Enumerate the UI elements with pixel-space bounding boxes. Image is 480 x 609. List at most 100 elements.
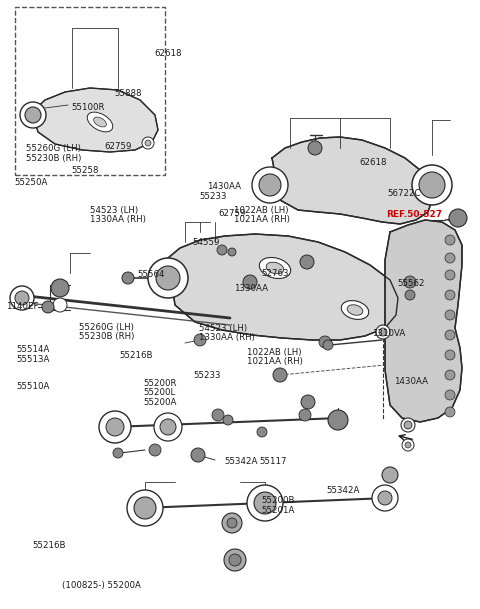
Circle shape (142, 137, 154, 149)
Circle shape (25, 107, 41, 123)
Circle shape (445, 390, 455, 400)
Circle shape (228, 248, 236, 256)
Circle shape (319, 336, 331, 348)
Text: 1430AA: 1430AA (394, 377, 428, 385)
Text: 55200A: 55200A (143, 398, 177, 407)
Text: 1022AB (LH): 1022AB (LH) (234, 206, 288, 214)
FancyBboxPatch shape (15, 7, 165, 175)
Text: 55250A: 55250A (14, 178, 48, 186)
Text: 55258: 55258 (71, 166, 98, 175)
Circle shape (402, 439, 414, 451)
Text: 55230B (RH): 55230B (RH) (79, 333, 134, 341)
Circle shape (299, 409, 311, 421)
Circle shape (122, 272, 134, 284)
Circle shape (401, 418, 415, 432)
Text: 1330AA: 1330AA (234, 284, 268, 293)
Circle shape (191, 448, 205, 462)
Circle shape (449, 209, 467, 227)
Text: 54559: 54559 (192, 238, 219, 247)
Circle shape (194, 334, 206, 346)
Circle shape (405, 442, 411, 448)
Polygon shape (32, 88, 158, 152)
Text: 62759: 62759 (218, 209, 246, 217)
Circle shape (247, 485, 283, 521)
Circle shape (419, 172, 445, 198)
Circle shape (154, 413, 182, 441)
Polygon shape (272, 137, 432, 224)
Text: 1021AA (RH): 1021AA (RH) (247, 357, 303, 366)
Circle shape (127, 490, 163, 526)
Text: 55230B (RH): 55230B (RH) (26, 154, 82, 163)
Circle shape (445, 290, 455, 300)
Ellipse shape (87, 112, 113, 132)
Text: 55233: 55233 (193, 371, 220, 380)
Circle shape (212, 409, 224, 421)
Circle shape (376, 325, 390, 339)
Text: 55562: 55562 (397, 279, 425, 287)
Polygon shape (385, 220, 462, 422)
Circle shape (99, 411, 131, 443)
Text: 55888: 55888 (114, 89, 142, 97)
Text: 62759: 62759 (105, 143, 132, 151)
Text: 55510A: 55510A (17, 382, 50, 390)
Text: 55260G (LH): 55260G (LH) (79, 323, 134, 331)
Circle shape (404, 276, 416, 288)
Circle shape (372, 485, 398, 511)
Text: 1022AB (LH): 1022AB (LH) (247, 348, 302, 356)
Circle shape (300, 255, 314, 269)
Circle shape (301, 395, 315, 409)
Circle shape (113, 448, 123, 458)
Circle shape (51, 279, 69, 297)
Circle shape (53, 298, 67, 312)
Circle shape (445, 235, 455, 245)
Circle shape (222, 513, 242, 533)
Circle shape (382, 467, 398, 483)
Circle shape (156, 266, 180, 290)
Circle shape (134, 497, 156, 519)
Ellipse shape (341, 301, 369, 319)
Circle shape (445, 350, 455, 360)
Circle shape (160, 419, 176, 435)
Text: 1330AA (RH): 1330AA (RH) (199, 334, 255, 342)
Circle shape (412, 165, 452, 205)
Circle shape (379, 328, 387, 336)
Text: 1310VA: 1310VA (372, 329, 405, 337)
Text: 55100R: 55100R (71, 103, 105, 111)
Text: 1140EF: 1140EF (6, 302, 38, 311)
Text: 1330AA (RH): 1330AA (RH) (90, 216, 146, 224)
Text: 55342A: 55342A (225, 457, 258, 465)
Text: 62618: 62618 (155, 49, 182, 58)
Text: 55564: 55564 (138, 270, 165, 279)
Circle shape (223, 415, 233, 425)
Circle shape (445, 310, 455, 320)
Circle shape (323, 340, 333, 350)
Circle shape (257, 427, 267, 437)
Circle shape (229, 554, 241, 566)
Circle shape (217, 245, 227, 255)
Circle shape (106, 418, 124, 436)
Ellipse shape (266, 262, 284, 274)
Circle shape (15, 291, 29, 305)
Circle shape (145, 140, 151, 146)
Text: 55513A: 55513A (17, 355, 50, 364)
Circle shape (243, 275, 257, 289)
Ellipse shape (347, 304, 363, 315)
Text: 55201A: 55201A (262, 506, 295, 515)
Text: 56722C: 56722C (388, 189, 421, 198)
Text: 55200B: 55200B (262, 496, 295, 505)
Circle shape (224, 549, 246, 571)
Text: 55216B: 55216B (33, 541, 66, 549)
Circle shape (308, 141, 322, 155)
Text: 1021AA (RH): 1021AA (RH) (234, 216, 289, 224)
Text: 62618: 62618 (359, 158, 386, 167)
Text: 55342A: 55342A (326, 487, 360, 495)
Circle shape (10, 286, 34, 310)
Polygon shape (168, 234, 398, 340)
Circle shape (20, 102, 46, 128)
Circle shape (445, 330, 455, 340)
Text: 1430AA: 1430AA (207, 182, 241, 191)
Text: 55233: 55233 (199, 192, 227, 201)
Circle shape (445, 253, 455, 263)
Circle shape (252, 167, 288, 203)
Circle shape (445, 370, 455, 380)
